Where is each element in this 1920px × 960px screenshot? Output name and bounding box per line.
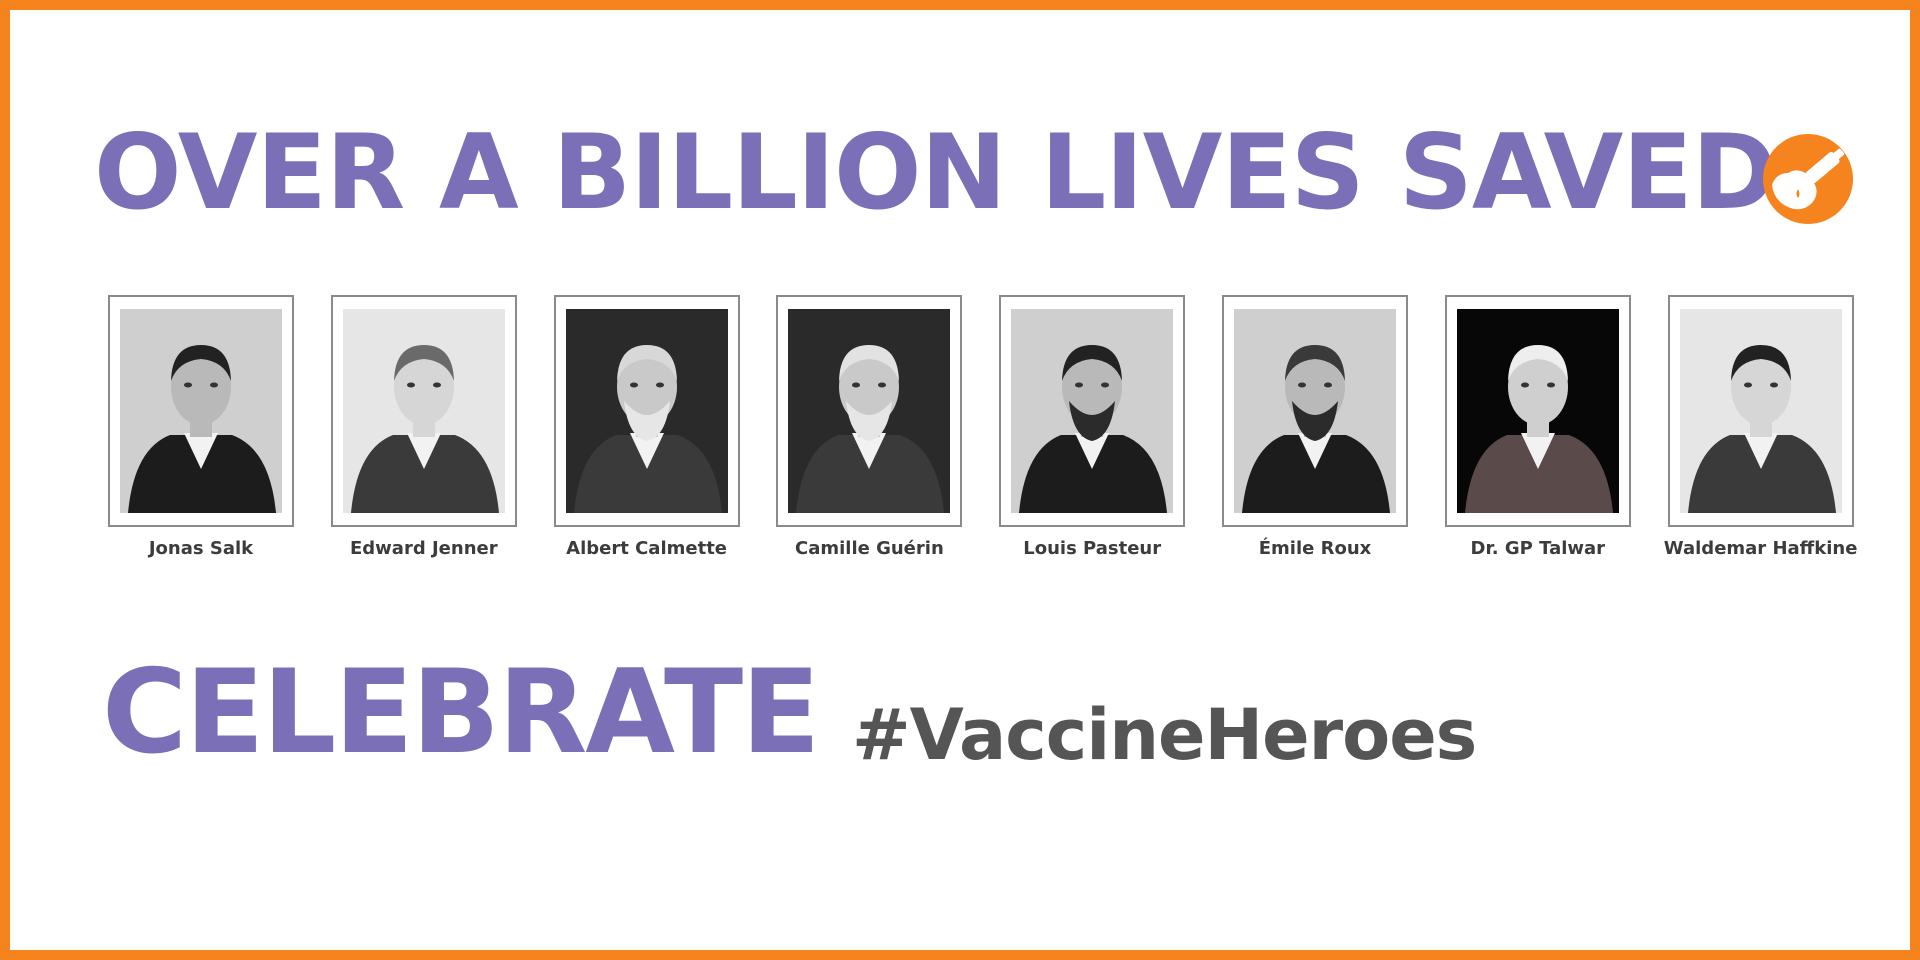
portrait-hair: [393, 345, 454, 381]
portrait-photo: [788, 309, 951, 513]
portrait-hair: [1730, 345, 1791, 381]
portrait-eye: [210, 382, 218, 388]
portrait-suit: [796, 435, 945, 513]
portrait-name: Louis Pasteur: [1023, 538, 1162, 559]
portrait-frame: [1444, 295, 1631, 527]
portrait-illustration: [120, 309, 282, 513]
portrait-eye: [1101, 382, 1110, 388]
vaccine-dropper-logo-icon: [1762, 133, 1854, 225]
portrait-collar: [1520, 433, 1555, 469]
portrait-illustration: [1234, 309, 1396, 513]
portrait-photo: [1234, 309, 1396, 513]
portrait-face: [171, 349, 231, 425]
portrait-suit: [1019, 435, 1168, 513]
portrait-face: [1285, 349, 1345, 425]
portrait-suit: [573, 435, 722, 513]
portrait-illustration: [1456, 309, 1619, 513]
portrait-illustration: [342, 309, 505, 513]
portrait-frame: [330, 295, 517, 527]
portrait-frame: [108, 295, 294, 527]
portrait-eye: [655, 382, 664, 388]
portrait-frame: [1222, 295, 1408, 527]
portrait-suit: [1242, 435, 1390, 513]
portrait-hair: [839, 345, 900, 381]
portrait-eye: [878, 382, 887, 388]
portrait-collar: [406, 433, 441, 469]
portrait-illustration: [1679, 309, 1842, 513]
portrait-hair: [1285, 345, 1345, 381]
portrait-eye: [1298, 382, 1306, 388]
portrait-name: Camille Guérin: [795, 538, 944, 559]
portrait-photo: [120, 309, 282, 513]
portrait-suit: [128, 435, 276, 513]
vaccine-heroes-gallery: Jonas Salk Edward Jenner Albert Calmette Ca…: [108, 295, 1857, 565]
portrait-frame: [999, 295, 1186, 527]
portrait-face: [839, 349, 900, 425]
portrait-hair: [1507, 345, 1568, 381]
portrait-hair: [1062, 345, 1123, 381]
portrait-frame: [1667, 295, 1854, 527]
portrait-beard: [623, 401, 670, 441]
portrait-eye: [1324, 382, 1332, 388]
portrait-collar: [852, 433, 887, 469]
portrait-suit: [1464, 435, 1613, 513]
portrait-eye: [1546, 382, 1555, 388]
portrait-eye: [432, 382, 441, 388]
portrait-eye: [852, 382, 861, 388]
portrait-illustration: [1011, 309, 1174, 513]
portrait-photo: [565, 309, 728, 513]
portrait-collar: [629, 433, 664, 469]
portrait-photo: [1456, 309, 1619, 513]
portrait-hair: [616, 345, 677, 381]
celebrate-title: CELEBRATE: [102, 645, 820, 780]
portrait-eye: [629, 382, 638, 388]
portrait-eye: [406, 382, 415, 388]
portrait-photo: [342, 309, 505, 513]
portrait-collar: [1298, 433, 1332, 469]
portrait-collar: [1075, 433, 1110, 469]
portrait-face: [1062, 349, 1123, 425]
portrait-name: Albert Calmette: [566, 538, 728, 559]
portrait-beard: [1292, 401, 1338, 441]
portrait-eye: [1743, 382, 1752, 388]
portrait-photo: [1011, 309, 1174, 513]
portrait-eye: [1769, 382, 1778, 388]
portrait-face: [1730, 349, 1791, 425]
portrait-illustration: [788, 309, 951, 513]
portrait-illustration: [565, 309, 728, 513]
portrait-face: [1507, 349, 1568, 425]
portrait-name: Dr. GP Talwar: [1470, 538, 1606, 559]
portrait-beard: [846, 401, 893, 441]
portrait-face: [616, 349, 677, 425]
portrait-name: Edward Jenner: [349, 538, 498, 559]
portrait-eye: [1520, 382, 1529, 388]
portrait-suit: [350, 435, 499, 513]
portrait-frame: [776, 295, 963, 527]
portrait-eye: [184, 382, 192, 388]
portrait-photo: [1679, 309, 1842, 513]
portrait-eye: [1075, 382, 1084, 388]
portrait-collar: [184, 433, 218, 469]
portrait-name: Jonas Salk: [148, 538, 254, 559]
portrait-name: Émile Roux: [1258, 538, 1372, 559]
portrait-face: [393, 349, 454, 425]
portrait-name: Waldemar Haffkine: [1663, 538, 1858, 559]
portrait-beard: [1069, 401, 1116, 441]
vaccine-heroes-hashtag: #VaccineHeroes: [852, 694, 1477, 776]
portrait-frame: [553, 295, 740, 527]
portrait-suit: [1687, 435, 1836, 513]
portrait-hair: [171, 345, 231, 381]
headline: OVER A BILLION LIVES SAVED: [94, 113, 1777, 233]
portrait-collar: [1743, 433, 1778, 469]
